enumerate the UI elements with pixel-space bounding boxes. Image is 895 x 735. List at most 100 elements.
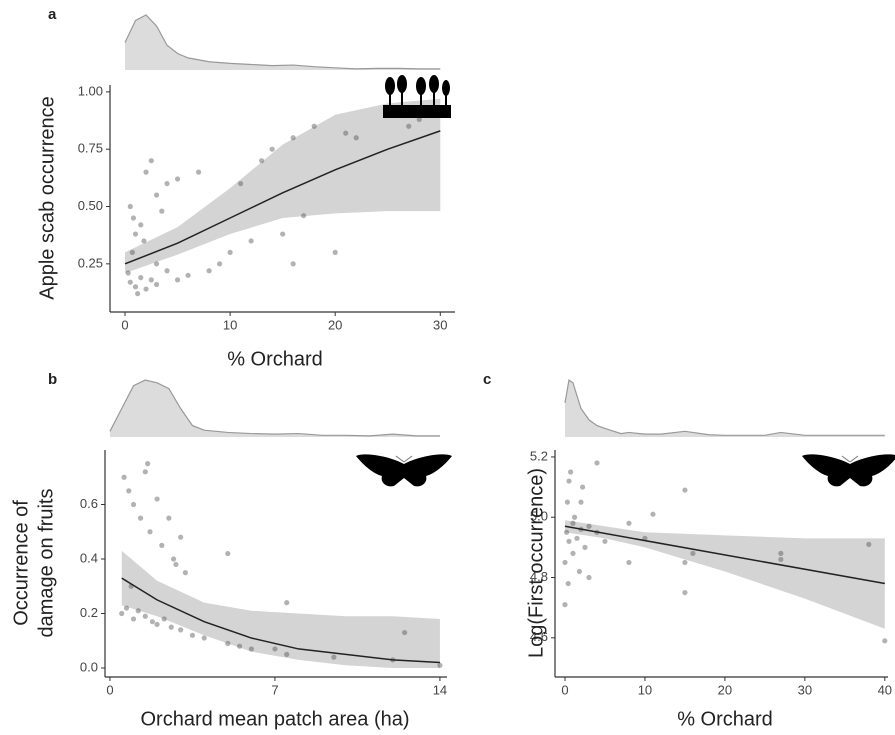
x-tick-label: 0 — [561, 682, 568, 697]
point — [259, 158, 265, 164]
x-tick-label: 10 — [223, 317, 237, 332]
y-axis-label: damage on fruits — [35, 489, 57, 638]
x-tick-label: 40 — [878, 682, 892, 697]
point — [586, 574, 592, 581]
y-tick-label: 0.4 — [80, 550, 98, 565]
point — [153, 281, 160, 288]
point — [166, 515, 172, 521]
point — [189, 632, 196, 638]
point — [571, 514, 578, 520]
y-tick-label: 4.8 — [530, 569, 548, 584]
point — [142, 469, 148, 475]
panel: 0 7 14 0.0 0.2 0.4 0.6 b Orchard mean patch area… — [10, 371, 447, 730]
moth-icon — [802, 454, 895, 487]
point — [682, 589, 688, 596]
point — [154, 621, 160, 628]
point — [173, 561, 179, 568]
point — [127, 203, 133, 210]
point — [626, 520, 632, 526]
point — [143, 286, 149, 292]
y-tick-label: 0.0 — [80, 659, 98, 674]
density-fill — [109, 380, 440, 437]
x-tick-label: 14 — [433, 682, 447, 697]
point — [164, 180, 170, 187]
point — [248, 238, 254, 244]
point — [690, 550, 696, 557]
point — [147, 529, 153, 535]
point — [578, 499, 584, 505]
point — [272, 646, 278, 652]
point — [564, 499, 570, 505]
density-fill — [564, 380, 885, 437]
x-tick-label: 30 — [798, 682, 812, 697]
x-tick-label: 30 — [433, 317, 447, 332]
point — [269, 146, 275, 152]
point — [148, 277, 154, 283]
fit-line — [564, 525, 885, 585]
panel-label: b — [48, 371, 57, 388]
y-tick-label: 1.00 — [78, 83, 103, 98]
point — [121, 474, 127, 480]
tree-icon — [383, 75, 451, 118]
point — [132, 284, 139, 290]
point — [119, 610, 125, 617]
point — [148, 158, 154, 164]
point — [217, 261, 223, 267]
point — [178, 534, 184, 540]
y-tick-label: 0.6 — [80, 496, 98, 511]
point — [290, 135, 296, 141]
point — [201, 635, 207, 641]
y-axis-label: Apple scab occurrence — [36, 96, 58, 299]
point — [566, 478, 572, 484]
point — [170, 556, 177, 562]
point — [130, 616, 137, 622]
point — [145, 461, 151, 467]
x-axis-label: Orchard mean patch area (ha) — [140, 708, 409, 730]
point — [778, 550, 784, 557]
point — [164, 268, 170, 274]
point — [866, 541, 872, 547]
point — [437, 662, 443, 668]
point — [401, 629, 408, 636]
x-tick-label: 20 — [718, 682, 732, 697]
point — [248, 646, 254, 652]
point — [566, 538, 572, 544]
point — [882, 638, 888, 644]
y-tick-label: 0.25 — [78, 255, 103, 270]
point — [682, 559, 688, 566]
point — [130, 215, 137, 221]
point — [168, 624, 174, 630]
point — [650, 511, 656, 517]
point — [129, 249, 135, 255]
point — [626, 559, 632, 566]
point — [563, 529, 570, 535]
y-tick-label: 5.0 — [530, 509, 548, 524]
point — [135, 608, 141, 614]
point — [154, 496, 160, 502]
point — [137, 515, 144, 521]
point — [159, 208, 165, 214]
point — [290, 261, 296, 267]
point — [125, 270, 131, 276]
point — [574, 535, 580, 541]
point — [138, 222, 144, 228]
confidence-band — [121, 550, 440, 669]
point — [682, 487, 688, 493]
moth-icon — [356, 454, 452, 487]
point — [153, 261, 160, 267]
point — [159, 542, 165, 548]
point — [594, 460, 600, 466]
point — [126, 488, 132, 494]
point — [343, 130, 349, 136]
point — [562, 602, 568, 608]
point — [141, 238, 147, 244]
y-tick-label: 4.6 — [530, 629, 548, 644]
point — [353, 135, 359, 141]
density-line — [124, 14, 441, 70]
point — [586, 523, 592, 529]
point — [138, 275, 144, 281]
panel: 0 10 20 30 40 4.6 4.8 5.0 5.2 c % Orchard Log(First… — [483, 371, 892, 730]
x-axis-label: % Orchard — [227, 348, 323, 370]
point — [178, 627, 184, 633]
density-line — [109, 379, 440, 437]
